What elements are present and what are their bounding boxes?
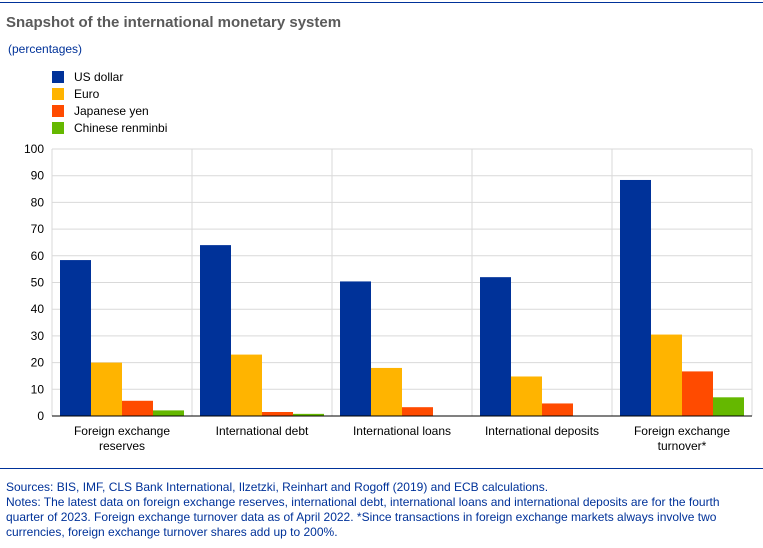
legend-item-chinese-renminbi: Chinese renminbi [52,119,167,136]
bar-euro-international-debt [231,354,262,416]
y-tick-label-10: 10 [31,382,45,396]
y-tick-label-90: 90 [31,169,45,183]
bar-japanese-yen-international-debt [262,411,293,416]
y-tick-label-70: 70 [31,222,45,236]
y-tick-label-60: 60 [31,249,45,263]
bar-us-dollar-international-deposits [480,277,511,416]
bar-euro-international-loans [371,367,402,416]
legend-swatch-chinese-renminbi [52,121,64,134]
y-tick-label-100: 100 [24,142,44,156]
x-tick-label-international-loans: International loans [353,424,451,438]
bar-japanese-yen-international-deposits [542,403,573,416]
bar-japanese-yen-foreign-exchange-turnover [682,371,713,416]
x-tick-label-foreign-exchange-turnover-line-1: Foreign exchange [634,424,730,438]
chart-subtitle: (percentages) [8,42,83,56]
legend-label-euro: Euro [74,86,100,101]
bar-chinese-renminbi-foreign-exchange-turnover [713,397,744,416]
footer: Sources: BIS, IMF, CLS Bank Internationa… [6,480,758,540]
legend-swatch-euro [52,87,64,100]
bar-euro-international-deposits [511,376,542,416]
bar-chinese-renminbi-international-debt [293,413,324,416]
legend-label-japanese-yen: Japanese yen [74,103,149,118]
bar-us-dollar-foreign-exchange-turnover [620,179,651,416]
legend-swatch-us-dollar [52,70,64,83]
bar-euro-foreign-exchange-turnover [651,334,682,416]
x-tick-label-foreign-exchange-reserves-line-1: Foreign exchange [74,424,170,438]
y-tick-label-0: 0 [37,409,44,423]
bar-japanese-yen-international-loans [402,407,433,416]
legend: US dollar Euro Japanese yen Chinese renm… [52,68,167,136]
bar-japanese-yen-foreign-exchange-reserves [122,400,153,416]
x-tick-label-international-deposits: International deposits [485,424,599,438]
x-tick-label-foreign-exchange-turnover-line-2: turnover* [658,439,707,453]
legend-label-us-dollar: US dollar [74,69,124,84]
y-tick-label-50: 50 [31,276,45,290]
footer-sources: Sources: BIS, IMF, CLS Bank Internationa… [6,480,549,494]
bar-us-dollar-international-debt [200,245,231,416]
x-tick-label-international-debt: International debt [216,424,309,438]
y-tick-label-30: 30 [31,329,45,343]
legend-item-japanese-yen: Japanese yen [52,102,167,119]
bar-us-dollar-foreign-exchange-reserves [60,260,91,416]
chart-title: Snapshot of the international monetary s… [6,14,342,31]
top-rule [0,2,763,3]
legend-label-chinese-renminbi: Chinese renminbi [74,120,168,135]
bar-us-dollar-international-loans [340,281,371,416]
bar-chinese-renminbi-foreign-exchange-reserves [153,410,184,416]
y-tick-label-20: 20 [31,356,45,370]
bottom-rule [0,468,763,469]
legend-item-euro: Euro [52,85,167,102]
y-tick-label-40: 40 [31,302,45,316]
y-tick-label-80: 80 [31,195,45,209]
footer-notes: Notes: The latest data on foreign exchan… [6,495,720,539]
x-tick-label-foreign-exchange-reserves-line-2: reserves [99,439,145,453]
bar-euro-foreign-exchange-reserves [91,362,122,416]
legend-item-us-dollar: US dollar [52,68,167,85]
legend-swatch-japanese-yen [52,104,64,117]
